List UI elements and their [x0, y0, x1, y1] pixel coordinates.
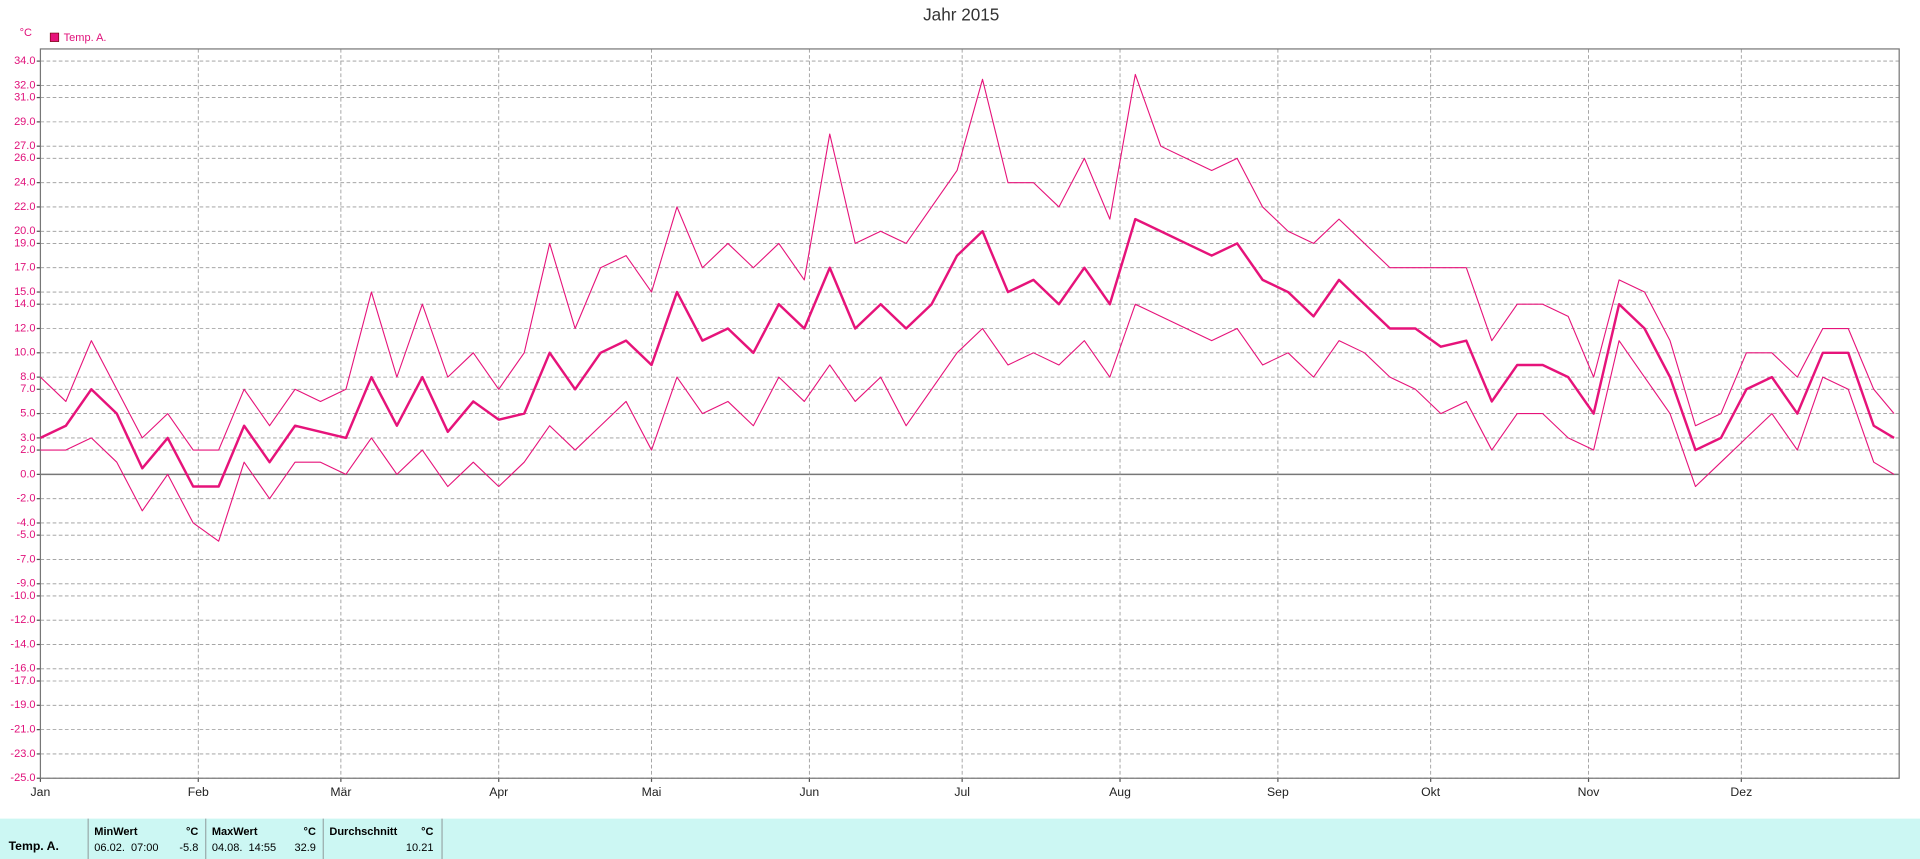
y-tick-label: -21.0 [10, 724, 35, 736]
y-tick-label: -4.0 [17, 517, 36, 529]
y-tick-label: 14.0 [14, 298, 35, 310]
x-tick-label: Feb [188, 785, 209, 799]
legend-label: Temp. A. [64, 32, 107, 44]
y-tick-label: 29.0 [14, 116, 35, 128]
col-unit: °C [186, 826, 198, 838]
col-value: 10.21 [406, 842, 434, 854]
stats-band [0, 818, 1920, 859]
y-tick-label: -17.0 [10, 675, 35, 687]
row-label: Temp. A. [9, 839, 59, 853]
y-tick-label: 27.0 [14, 140, 35, 152]
chart-title: Jahr 2015 [923, 4, 999, 24]
line-high [40, 73, 1895, 451]
y-tick-label: -2.0 [17, 493, 36, 505]
y-tick-label: -19.0 [10, 699, 35, 711]
y-tick-label: 19.0 [14, 237, 35, 249]
y-tick-label: 5.0 [20, 408, 35, 420]
col-header: Durchschnitt [329, 826, 397, 838]
y-tick-label: -14.0 [10, 638, 35, 650]
stats-table: Temp. A. MinWert °C 06.02. 07:00 -5.8 MaxWert… [9, 818, 443, 859]
col-unit: °C [304, 826, 316, 838]
x-tick-label: Mär [330, 785, 351, 799]
y-tick-label: 26.0 [14, 152, 35, 164]
y-tick-label: -25.0 [10, 772, 35, 784]
x-tick-label: Aug [1109, 785, 1131, 799]
x-tick-label: Okt [1421, 785, 1441, 799]
line-low [40, 303, 1895, 542]
y-tick-label: -7.0 [17, 553, 36, 565]
y-tick-label: -16.0 [10, 663, 35, 675]
col-header: MaxWert [212, 826, 258, 838]
y-tick-label: -10.0 [10, 590, 35, 602]
y-tick-label: -12.0 [10, 614, 35, 626]
y-tick-label: 17.0 [14, 262, 35, 274]
y-tick-label: 32.0 [14, 79, 35, 91]
col-value: -5.8 [179, 842, 198, 854]
y-tick-label: 10.0 [14, 347, 35, 359]
col-time: 06.02. 07:00 [94, 842, 158, 854]
y-unit: °C [20, 27, 32, 39]
plot-border [39, 48, 1900, 779]
y-tick-label: 3.0 [20, 432, 35, 444]
y-tick-label: 22.0 [14, 201, 35, 213]
x-tick-label: Apr [489, 785, 508, 799]
y-tick-label: 24.0 [14, 177, 35, 189]
x-tick-label: Mai [642, 785, 662, 799]
y-tick-label: 15.0 [14, 286, 35, 298]
y-tick-label: 2.0 [20, 444, 35, 456]
y-tick-label: 31.0 [14, 91, 35, 103]
col-unit: °C [421, 826, 433, 838]
y-tick-label: 8.0 [20, 371, 35, 383]
col-value: 32.9 [294, 842, 315, 854]
legend-swatch [49, 32, 60, 42]
y-tick-label: 12.0 [14, 322, 35, 334]
col-time: 04.08. 14:55 [212, 842, 276, 854]
x-tick-label: Jan [31, 785, 51, 799]
y-tick-label: -23.0 [10, 748, 35, 760]
y-tick-label: 7.0 [20, 383, 35, 395]
y-tick-label: 34.0 [14, 55, 35, 67]
y-tick-label: -5.0 [17, 529, 36, 541]
col-header: MinWert [94, 826, 138, 838]
y-tick-label: -9.0 [17, 578, 36, 590]
x-tick-label: Jun [800, 785, 820, 799]
line-values [39, 217, 1895, 488]
y-tick-label: 20.0 [14, 225, 35, 237]
x-tick-label: Nov [1578, 785, 1601, 799]
y-tick-label: 0.0 [20, 468, 35, 480]
x-tick-label: Jul [954, 785, 970, 799]
x-tick-label: Sep [1267, 785, 1289, 799]
x-tick-label: Dez [1730, 785, 1752, 799]
